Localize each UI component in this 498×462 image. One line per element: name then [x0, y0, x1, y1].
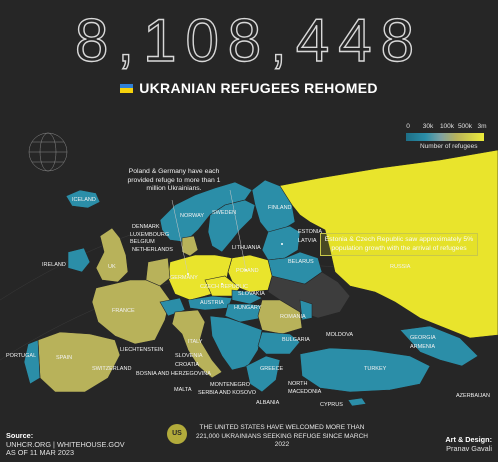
credit-title: Art & Design: [445, 435, 492, 444]
country-romania[interactable] [257, 299, 303, 335]
country-denmark[interactable] [181, 235, 199, 257]
label-moldova: MOLDOVA [326, 332, 353, 338]
legend-tick-30k: 30k [422, 123, 434, 130]
label-montenegro: MONTENEGRO [210, 382, 251, 388]
label-malta: MALTA [174, 387, 192, 393]
total-refugees-number: 8,108,448 [74, 6, 423, 74]
label-france: FRANCE [112, 308, 135, 314]
label-netherlands: NETHERLANDS [132, 247, 173, 253]
label-georgia: GEORGIA [410, 335, 436, 341]
label-ireland: IRELAND [42, 262, 66, 268]
country-ireland[interactable] [67, 247, 91, 273]
country-finland[interactable] [251, 179, 296, 233]
label-sweden: SWEDEN [212, 210, 236, 216]
country-uk[interactable] [95, 227, 129, 283]
label-bosnia: BOSNIA AND HERZEGOVINA [136, 371, 211, 377]
source-line-2: AS OF 11 MAR 2023 [6, 448, 74, 457]
label-austria: AUSTRIA [200, 300, 224, 306]
country-balkans[interactable] [209, 315, 263, 371]
callout-poland-germany: Poland & Germany have each provided refu… [127, 168, 221, 192]
country-bulgaria[interactable] [257, 331, 301, 355]
label-belgium: BELGIUM [130, 239, 155, 245]
country-greece[interactable] [245, 355, 281, 393]
label-turkey: TURKEY [364, 366, 387, 372]
country-benelux[interactable] [145, 257, 171, 287]
legend-label: Number of refugees [420, 143, 478, 150]
label-liechtenstein: LIECHTENSTEIN [120, 347, 163, 353]
map-legend: 0 30k 100k 500k 3m Number of refugees [392, 123, 492, 163]
label-denmark: DENMARK [132, 224, 160, 230]
label-estonia: ESTONIA [298, 229, 322, 235]
label-croatia: CROATIA [175, 362, 199, 368]
us-badge: US [167, 424, 187, 444]
label-italy: ITALY [188, 339, 203, 345]
label-iceland: ICELAND [72, 197, 96, 203]
country-baltics[interactable] [261, 225, 301, 261]
label-norway: NORWAY [180, 213, 204, 219]
label-portugal: PORTUGAL [6, 353, 36, 359]
label-armenia: ARMENIA [410, 344, 435, 350]
label-finland: FINLAND [268, 205, 292, 211]
label-russia: RUSSIA [390, 264, 411, 270]
country-slovakia[interactable] [231, 289, 263, 305]
country-spain[interactable] [37, 331, 121, 393]
europe-map: ICELAND NORWAY SWEDEN FINLAND ESTONIA LA… [0, 132, 498, 408]
label-bulgaria: BULGARIA [282, 337, 310, 343]
label-latvia: LATVIA [298, 238, 317, 244]
label-slovakia: SLOVAKIA [238, 291, 265, 297]
label-germany: GERMANY [170, 275, 198, 281]
label-belarus: BELARUS [288, 259, 314, 265]
legend-tick-500k: 500k [457, 123, 473, 130]
label-albania: ALBANIA [256, 400, 280, 406]
label-azerbaijan: AZERBAIJAN [456, 393, 490, 399]
label-slovenia: SLOVENIA [175, 353, 203, 359]
label-lithuania: LITHUANIA [232, 245, 261, 251]
label-switzerland: SWITZERLAND [92, 366, 131, 372]
page-title: UKRANIAN REFUGEES REHOMED [0, 80, 498, 96]
label-north-macedonia-1: NORTH [288, 381, 307, 387]
legend-color-scale [406, 133, 484, 141]
country-cyprus[interactable] [347, 397, 367, 407]
ukraine-flag-icon [120, 83, 134, 93]
credit-name: Pranav Gavali [446, 443, 492, 453]
country-iceland[interactable] [65, 189, 101, 209]
label-cyprus: CYPRUS [320, 402, 343, 408]
label-romania: ROMANIA [280, 314, 306, 320]
label-uk: UK [108, 264, 116, 270]
us-callout: US THE UNITED STATES HAVE WELCOMED MORE … [167, 423, 368, 448]
label-greece: GREECE [260, 366, 284, 372]
us-callout-text: THE UNITED STATES HAVE WELCOMED MORE THA… [196, 424, 368, 448]
label-poland: POLAND [236, 268, 259, 274]
country-portugal[interactable] [23, 339, 41, 385]
label-serbia-kosovo: SERBIA AND KOSOVO [198, 390, 257, 396]
source-line-1: UNHCR.ORG | WHITEHOUSE.GOV [6, 439, 125, 449]
source-title: Source: [6, 431, 34, 440]
country-sweden[interactable] [207, 199, 256, 253]
country-russia[interactable] [277, 149, 498, 339]
label-hungary: HUNGARY [234, 305, 262, 311]
credit-block: Art & Design: Pranav Gavali [445, 435, 492, 453]
country-moldova[interactable] [299, 299, 313, 321]
label-czech: CZECH REPUBLIC [200, 284, 248, 290]
label-spain: SPAIN [56, 355, 72, 361]
country-ukraine [267, 271, 351, 319]
legend-tick-3m: 3m [477, 123, 487, 130]
country-italy[interactable] [171, 309, 223, 379]
source-block: Source: UNHCR.ORG | WHITEHOUSE.GOV AS OF… [6, 431, 125, 458]
globe-icon [28, 132, 68, 172]
country-poland[interactable] [227, 254, 273, 293]
legend-tick-0: 0 [406, 123, 410, 130]
label-luxembourg: LUXEMBOURG [130, 232, 169, 238]
country-france[interactable] [91, 279, 171, 345]
callout-estonia-czech: Estonia & Czech Republic saw approximate… [320, 233, 478, 256]
label-north-macedonia-2: MACEDONIA [288, 389, 322, 395]
legend-tick-100k: 100k [439, 123, 455, 130]
title-text: UKRANIAN REFUGEES REHOMED [139, 80, 378, 96]
country-turkey[interactable] [299, 347, 431, 393]
country-caucasus[interactable] [399, 325, 479, 367]
